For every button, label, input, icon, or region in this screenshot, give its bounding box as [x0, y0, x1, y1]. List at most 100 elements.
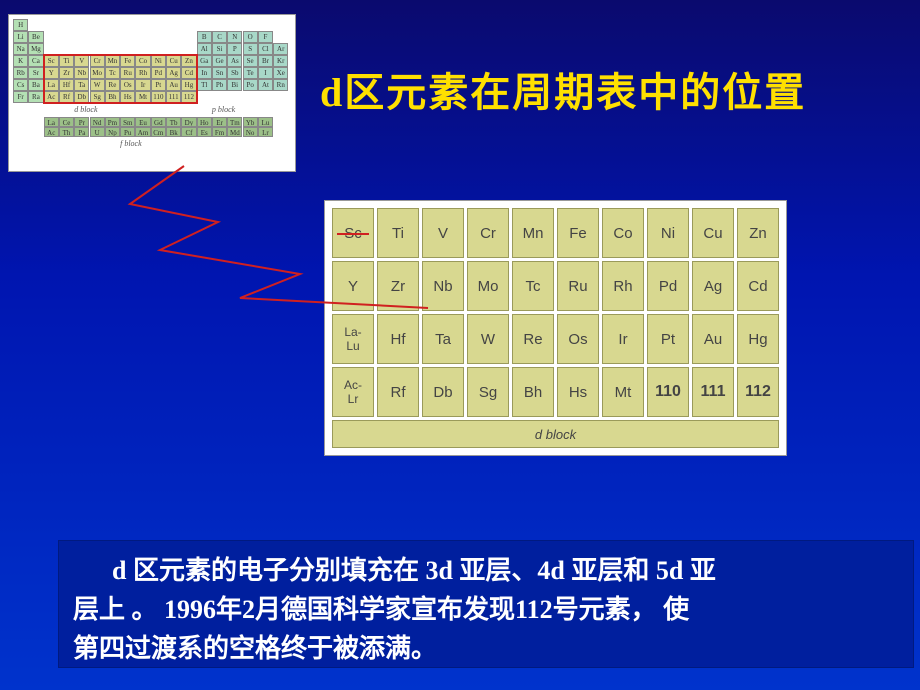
d-block-cell: Zn — [737, 208, 779, 258]
d-block-cell: Cr — [467, 208, 509, 258]
mini-element-cell: Pb — [212, 79, 227, 91]
mini-element-cell: Pt — [151, 79, 166, 91]
mini-element-cell: La — [44, 79, 59, 91]
mini-element-cell: Sb — [227, 67, 242, 79]
d-block-cell: Pt — [647, 314, 689, 364]
mini-element-cell: Hg — [181, 79, 196, 91]
mini-f-block-label: f block — [120, 139, 142, 148]
mini-element-cell: Sm — [120, 117, 135, 127]
d-block-cell: Re — [512, 314, 554, 364]
mini-element-cell: In — [197, 67, 212, 79]
d-block-cell: Co — [602, 208, 644, 258]
mini-grid: HLiBeBCNOFNaMgAlSiPSClArKCaScTiVCrMnFeCo… — [13, 19, 291, 167]
mini-element-cell: Be — [28, 31, 43, 43]
d-block-cell: Hg — [737, 314, 779, 364]
mini-element-cell: Bi — [227, 79, 242, 91]
mini-element-cell: Al — [197, 43, 212, 55]
mini-element-cell: La — [44, 117, 59, 127]
d-block-cell: Mo — [467, 261, 509, 311]
d-block-cell: Rf — [377, 367, 419, 417]
d-block-footer-row: d block — [332, 420, 779, 448]
caption-text: d 区元素的电子分别填充在 3d 亚层、4d 亚层和 5d 亚层上 。 1996… — [73, 551, 899, 668]
mini-element-cell: Ba — [28, 79, 43, 91]
d-block-cell: Fe — [557, 208, 599, 258]
mini-element-cell: Re — [105, 79, 120, 91]
mini-element-cell: Pd — [151, 67, 166, 79]
mini-element-cell: Ho — [197, 117, 212, 127]
mini-element-cell: K — [13, 55, 28, 67]
d-block-cell: Ni — [647, 208, 689, 258]
d-block-table: ScTiVCrMnFeCoNiCuZnYZrNbMoTcRuRhPdAgCdLa… — [324, 200, 787, 456]
mini-element-cell: Th — [59, 127, 74, 137]
d-block-cell: Ir — [602, 314, 644, 364]
mini-element-cell: Ge — [212, 55, 227, 67]
mini-element-cell: Cs — [13, 79, 28, 91]
mini-element-cell: Fr — [13, 91, 28, 103]
d-block-cell: Hf — [377, 314, 419, 364]
d-block-grid: ScTiVCrMnFeCoNiCuZnYZrNbMoTcRuRhPdAgCdLa… — [329, 205, 782, 451]
d-block-cell: W — [467, 314, 509, 364]
mini-element-cell: Nd — [90, 117, 105, 127]
mini-element-cell: Mn — [105, 55, 120, 67]
mini-element-cell: Cl — [258, 43, 273, 55]
mini-element-cell: Bk — [166, 127, 181, 137]
mini-element-cell: Sc — [44, 55, 59, 67]
mini-element-cell: Xe — [273, 67, 288, 79]
d-block-cell: Cu — [692, 208, 734, 258]
mini-element-cell: Eu — [135, 117, 150, 127]
mini-element-cell: 110 — [151, 91, 166, 103]
mini-element-cell: Kr — [273, 55, 288, 67]
mini-element-cell: Er — [212, 117, 227, 127]
d-block-cell: Hs — [557, 367, 599, 417]
d-block-cell: 112 — [737, 367, 779, 417]
d-block-cell: V — [422, 208, 464, 258]
mini-element-cell: Dy — [181, 117, 196, 127]
mini-p-block-label: p block — [212, 105, 235, 114]
mini-element-cell: Se — [243, 55, 258, 67]
mini-element-cell: Sn — [212, 67, 227, 79]
mini-element-cell: Na — [13, 43, 28, 55]
mini-element-cell: Ni — [151, 55, 166, 67]
mini-element-cell: Ru — [120, 67, 135, 79]
mini-element-cell: Ra — [28, 91, 43, 103]
mini-element-cell: Bh — [105, 91, 120, 103]
mini-element-cell: Tl — [197, 79, 212, 91]
d-block-row: YZrNbMoTcRuRhPdAgCd — [332, 261, 779, 311]
mini-element-cell: Tc — [105, 67, 120, 79]
mini-element-cell: Lr — [258, 127, 273, 137]
mini-element-cell: Am — [135, 127, 150, 137]
mini-element-cell: Lu — [258, 117, 273, 127]
mini-element-cell: Mg — [28, 43, 43, 55]
slide-title: d区元素在周期表中的位置 — [320, 60, 806, 118]
mini-element-cell: V — [74, 55, 89, 67]
d-block-cell: Ti — [377, 208, 419, 258]
d-block-cell: Mt — [602, 367, 644, 417]
mini-element-cell: Ce — [59, 117, 74, 127]
mini-element-cell: Ga — [197, 55, 212, 67]
mini-element-cell: Mt — [135, 91, 150, 103]
mini-element-cell: Zn — [181, 55, 196, 67]
d-block-row: Ac-LrRfDbSgBhHsMt110111112 — [332, 367, 779, 417]
mini-element-cell: C — [212, 31, 227, 43]
mini-element-cell: Hs — [120, 91, 135, 103]
mini-element-cell: Yb — [243, 117, 258, 127]
d-block-cell: Rh — [602, 261, 644, 311]
mini-element-cell: Ac — [44, 91, 59, 103]
mini-element-cell: 112 — [181, 91, 196, 103]
mini-element-cell: Ca — [28, 55, 43, 67]
d-block-footer-label: d block — [332, 420, 779, 448]
mini-element-cell: Md — [227, 127, 242, 137]
mini-element-cell: Co — [135, 55, 150, 67]
mini-element-cell: U — [90, 127, 105, 137]
mini-element-cell: Ac — [44, 127, 59, 137]
d-block-cell: Sc — [332, 208, 374, 258]
mini-element-cell: Es — [197, 127, 212, 137]
mini-element-cell: Ti — [59, 55, 74, 67]
d-block-cell: La-Lu — [332, 314, 374, 364]
mini-element-cell: Li — [13, 31, 28, 43]
d-block-cell: Mn — [512, 208, 554, 258]
mini-element-cell: Nb — [74, 67, 89, 79]
d-block-cell: Zr — [377, 261, 419, 311]
mini-element-cell: Ir — [135, 79, 150, 91]
mini-element-cell: Rh — [135, 67, 150, 79]
